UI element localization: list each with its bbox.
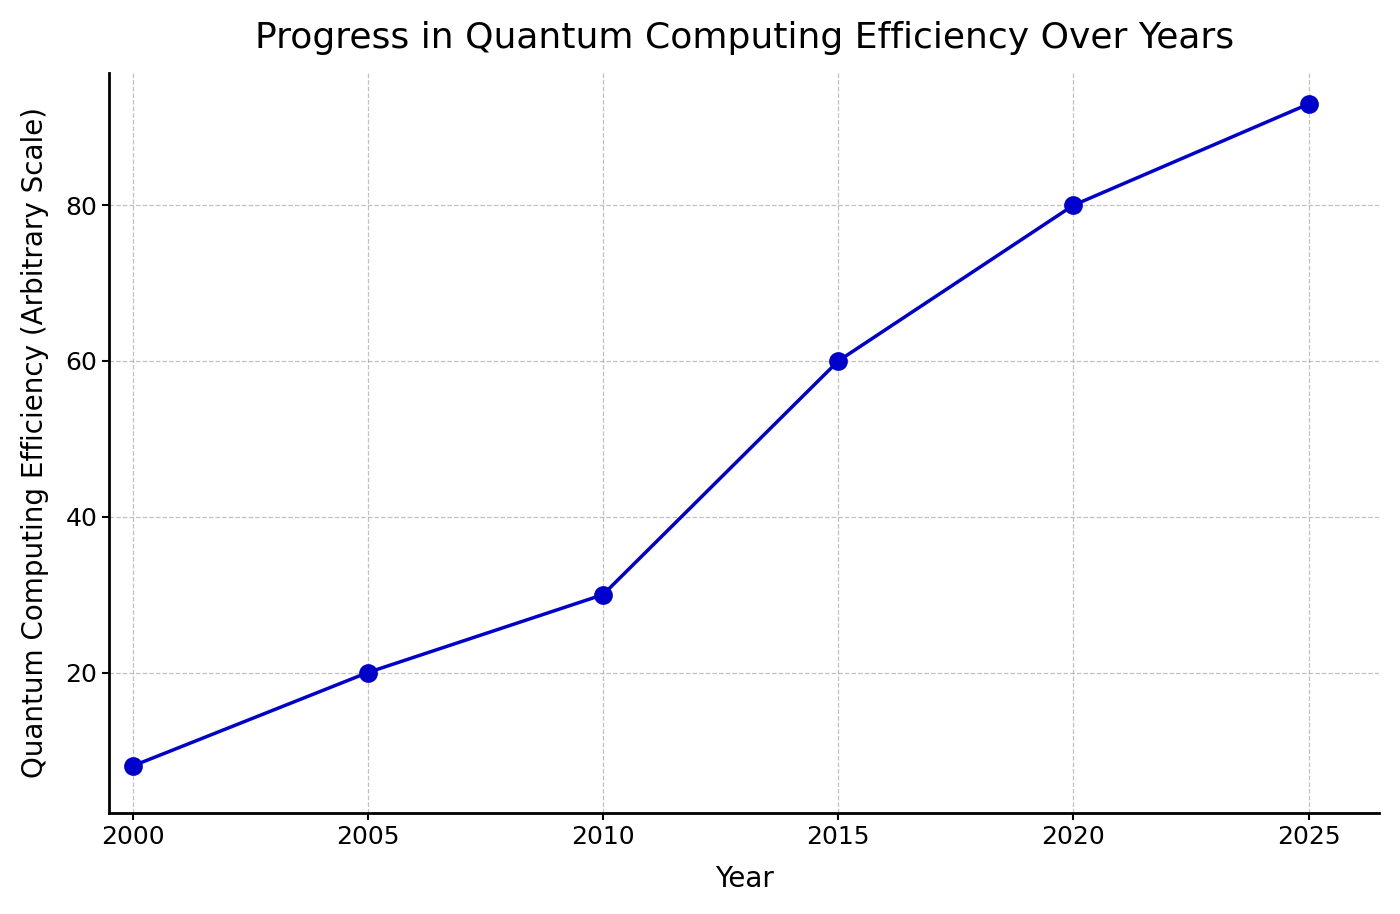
Y-axis label: Quantum Computing Efficiency (Arbitrary Scale): Quantum Computing Efficiency (Arbitrary … xyxy=(21,107,49,778)
Title: Progress in Quantum Computing Efficiency Over Years: Progress in Quantum Computing Efficiency… xyxy=(255,21,1233,55)
X-axis label: Year: Year xyxy=(715,866,774,893)
